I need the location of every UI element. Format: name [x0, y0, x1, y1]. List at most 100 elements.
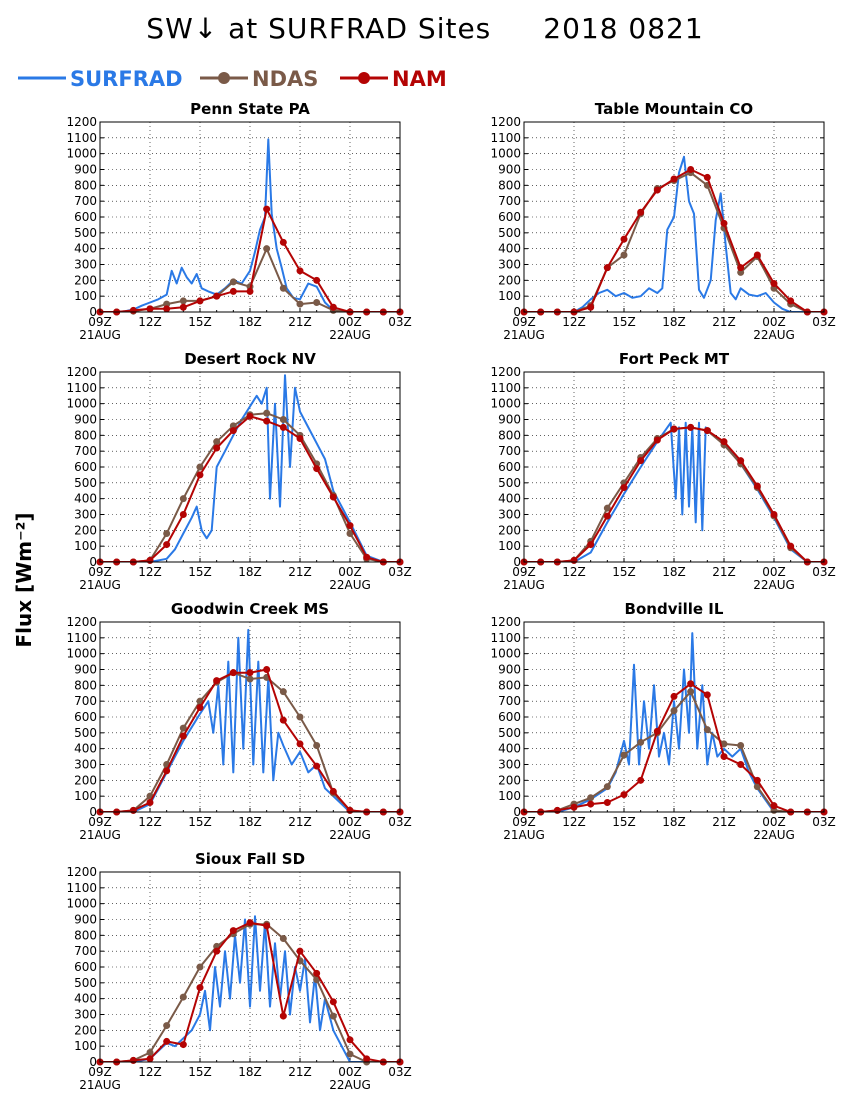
- plot-frame: [523, 621, 825, 813]
- y-tick-label: 1100: [66, 381, 97, 395]
- y-tick-label: 200: [74, 1023, 97, 1037]
- y-tick-label: 400: [74, 242, 97, 256]
- legend-swatch: [340, 72, 388, 84]
- data-point-nam: [163, 305, 171, 313]
- data-point-ndas: [179, 297, 187, 305]
- data-point-nam: [637, 776, 645, 784]
- x-date-label: 22AUG: [753, 328, 795, 342]
- data-point-nam: [163, 1037, 171, 1045]
- y-tick-label: 300: [498, 508, 521, 522]
- data-point-nam: [196, 471, 204, 479]
- data-point-nam: [570, 803, 578, 811]
- y-tick-label: 100: [74, 789, 97, 803]
- x-tick-label: 00Z: [338, 1065, 362, 1079]
- x-tick-label: 18Z: [238, 315, 262, 329]
- data-point-nam: [196, 704, 204, 711]
- series-line-surfrad: [100, 628, 400, 812]
- data-point-nam: [296, 947, 304, 955]
- y-tick-label: 0: [513, 305, 521, 319]
- data-point-ndas: [179, 495, 187, 503]
- y-axis-label-text: Flux [Wm⁻²]: [12, 512, 36, 648]
- y-tick-label: 0: [513, 555, 521, 569]
- x-date-label: 21AUG: [503, 578, 545, 592]
- data-point-nam: [329, 493, 337, 501]
- data-point-nam: [703, 691, 711, 699]
- x-tick-label: 00Z: [338, 315, 362, 329]
- y-tick-label: 800: [498, 428, 521, 442]
- x-date-label: 22AUG: [329, 1078, 371, 1092]
- data-point-nam: [653, 186, 661, 194]
- panel-title: Penn State PA: [190, 100, 310, 118]
- y-tick-label: 1000: [66, 397, 97, 411]
- data-point-nam: [670, 692, 678, 700]
- y-tick-label: 1000: [66, 147, 97, 161]
- y-tick-label: 1000: [66, 897, 97, 911]
- x-tick-label: 18Z: [238, 1065, 262, 1079]
- y-tick-label: 600: [498, 210, 521, 224]
- x-date-label: 21AUG: [79, 328, 121, 342]
- data-point-nam: [279, 238, 287, 246]
- panel-title: Desert Rock NV: [184, 350, 316, 368]
- x-tick-label: 09Z: [512, 815, 536, 829]
- data-point-nam: [179, 511, 187, 518]
- data-point-nam: [146, 305, 154, 313]
- data-point-nam: [670, 425, 678, 433]
- data-point-ndas: [703, 726, 711, 734]
- plot-frame: [99, 871, 401, 1063]
- x-tick-label: 00Z: [338, 565, 362, 579]
- data-point-ndas: [229, 278, 237, 286]
- chart-panel-goodwin-creek-ms: Goodwin Creek MS010020030040050060070080…: [66, 600, 412, 842]
- data-point-ndas: [346, 530, 354, 537]
- y-tick-label: 200: [74, 773, 97, 787]
- y-tick-label: 600: [74, 710, 97, 724]
- x-date-label: 21AUG: [503, 828, 545, 842]
- data-point-ndas: [279, 688, 287, 696]
- data-point-nam: [146, 556, 154, 564]
- legend-label: NDAS: [252, 67, 319, 91]
- data-point-nam: [346, 806, 354, 814]
- x-tick-label: 00Z: [762, 815, 786, 829]
- x-date-label: 22AUG: [753, 578, 795, 592]
- data-point-ndas: [753, 783, 761, 791]
- plot-frame: [523, 121, 825, 313]
- data-point-nam: [737, 761, 745, 768]
- x-tick-label: 15Z: [612, 815, 636, 829]
- data-point-nam: [313, 465, 321, 473]
- y-tick-label: 200: [498, 773, 521, 787]
- data-point-nam: [213, 947, 221, 955]
- y-tick-label: 900: [498, 163, 521, 177]
- data-point-nam: [146, 1055, 154, 1063]
- y-tick-label: 0: [513, 805, 521, 819]
- data-point-nam: [720, 438, 728, 446]
- x-tick-label: 03Z: [812, 565, 836, 579]
- y-tick-label: 1000: [490, 647, 521, 661]
- x-tick-label: 12Z: [562, 565, 586, 579]
- x-tick-label: 12Z: [562, 315, 586, 329]
- plot-frame: [99, 121, 401, 313]
- data-point-nam: [279, 1012, 287, 1020]
- page-title: SW↓ at SURFRAD Sites 2018 0821: [0, 12, 850, 45]
- x-tick-label: 03Z: [388, 815, 412, 829]
- data-point-nam: [163, 767, 171, 775]
- x-date-label: 21AUG: [503, 328, 545, 342]
- y-tick-label: 1100: [66, 881, 97, 895]
- data-point-nam: [296, 267, 304, 275]
- data-point-nam: [653, 436, 661, 444]
- series-line-nam: [100, 208, 400, 312]
- data-point-nam: [720, 753, 728, 761]
- data-point-nam: [313, 276, 321, 284]
- y-tick-label: 900: [74, 413, 97, 427]
- data-point-ndas: [263, 409, 271, 417]
- title-main: SW↓ at SURFRAD Sites: [146, 12, 492, 45]
- y-tick-label: 700: [498, 694, 521, 708]
- title-date: 2018 0821: [543, 12, 704, 45]
- data-point-nam: [687, 166, 695, 173]
- series-line-surfrad: [524, 155, 824, 312]
- data-point-nam: [703, 173, 711, 181]
- x-date-label: 22AUG: [329, 828, 371, 842]
- data-point-ndas: [279, 935, 287, 942]
- data-point-nam: [246, 412, 254, 420]
- y-tick-label: 800: [74, 678, 97, 692]
- x-tick-label: 21Z: [288, 565, 312, 579]
- data-point-nam: [553, 806, 561, 814]
